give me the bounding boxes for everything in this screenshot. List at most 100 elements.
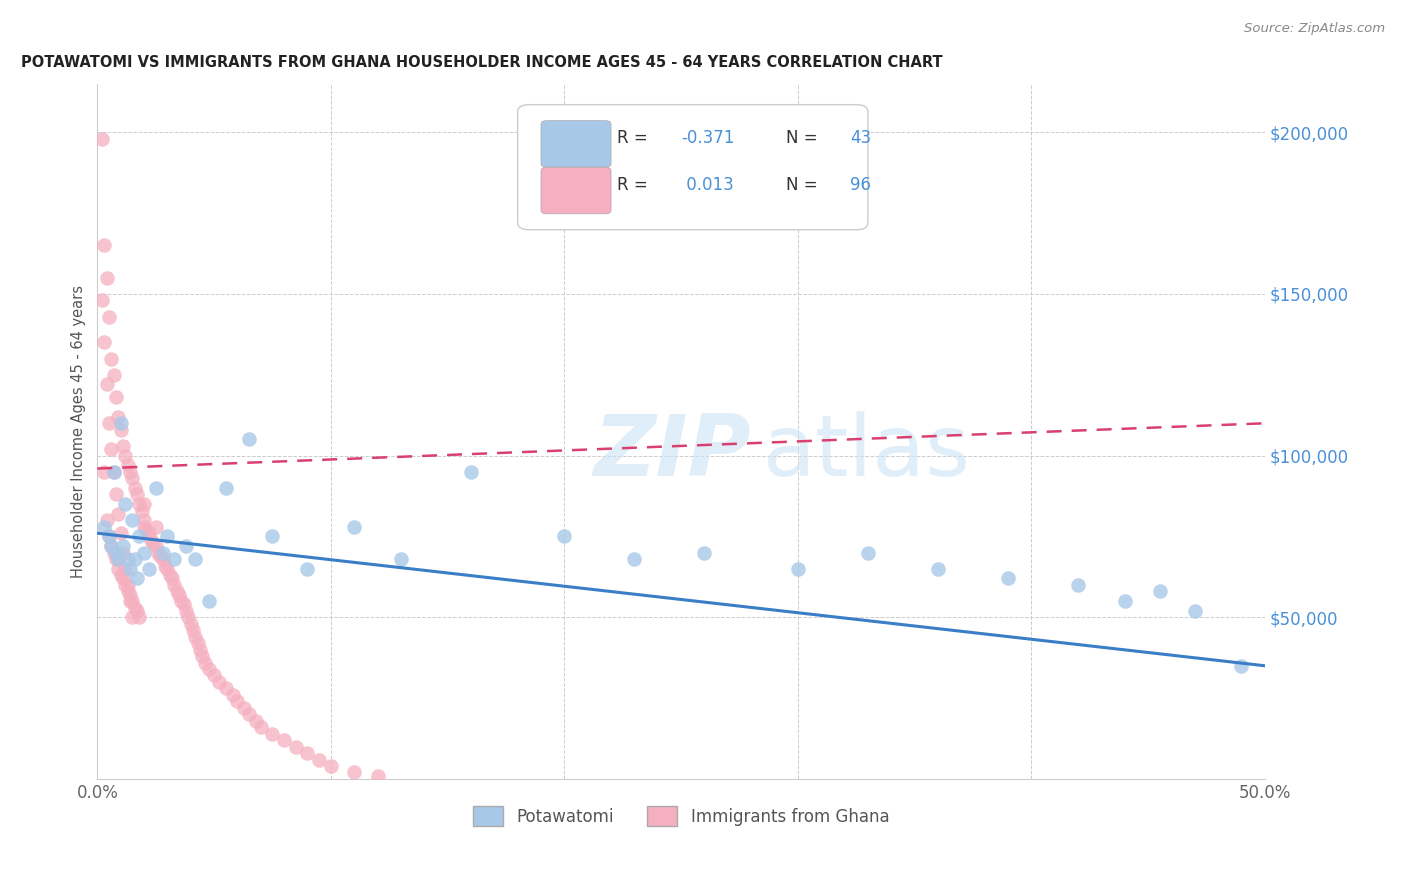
Point (152, 552, 174, 566)
Text: 0.013: 0.013 (681, 176, 734, 194)
Point (177, 610, 200, 624)
Point (198, 594, 221, 608)
Point (93, 520, 115, 534)
Point (233, 700, 256, 714)
Point (117, 552, 139, 566)
Point (105, 487, 128, 501)
Point (118, 594, 141, 608)
Point (124, 481, 146, 495)
Point (927, 562, 949, 576)
Point (297, 562, 319, 576)
Point (132, 497, 155, 511)
Point (125, 572, 148, 586)
Point (188, 642, 211, 657)
Point (149, 549, 172, 563)
Point (202, 668, 225, 682)
Point (181, 623, 204, 637)
Point (167, 588, 190, 602)
Point (110, 417, 132, 431)
Point (121, 594, 143, 608)
Point (1149, 584, 1171, 599)
Point (693, 546, 716, 560)
Point (128, 497, 150, 511)
Point (107, 562, 129, 576)
Point (145, 520, 167, 534)
Point (170, 594, 193, 608)
Text: 43: 43 (851, 129, 872, 147)
Point (215, 481, 238, 495)
Point (105, 391, 128, 405)
Point (142, 536, 165, 550)
Point (132, 546, 155, 560)
Point (460, 465, 482, 479)
Point (145, 539, 167, 553)
Point (160, 572, 183, 586)
Point (114, 497, 136, 511)
Point (163, 552, 186, 566)
Point (238, 707, 260, 722)
Point (146, 546, 169, 560)
FancyBboxPatch shape (517, 104, 868, 230)
Point (174, 539, 197, 553)
Text: -0.371: -0.371 (681, 129, 734, 147)
FancyBboxPatch shape (541, 167, 612, 214)
Point (132, 513, 155, 527)
Point (367, 769, 389, 783)
Point (91, 293, 114, 308)
Point (112, 546, 135, 560)
Point (117, 584, 139, 599)
Point (112, 439, 135, 453)
Point (121, 513, 143, 527)
Point (139, 533, 162, 547)
Point (184, 552, 207, 566)
Point (1230, 658, 1253, 673)
Point (114, 449, 136, 463)
Point (262, 726, 284, 740)
Point (215, 681, 238, 696)
Point (249, 720, 271, 734)
FancyBboxPatch shape (541, 120, 612, 167)
Point (117, 578, 139, 592)
Point (114, 562, 136, 576)
Point (128, 610, 150, 624)
Point (124, 600, 146, 615)
Point (103, 465, 125, 479)
Point (553, 529, 575, 543)
Point (107, 507, 129, 521)
Point (112, 572, 135, 586)
Point (194, 656, 217, 670)
Point (623, 552, 645, 566)
Point (1184, 604, 1206, 618)
Point (156, 562, 179, 576)
Point (110, 526, 132, 541)
Point (112, 539, 135, 553)
Point (152, 546, 174, 560)
Point (93, 465, 115, 479)
Point (180, 616, 202, 631)
Text: Source: ZipAtlas.com: Source: ZipAtlas.com (1244, 22, 1385, 36)
Point (103, 465, 125, 479)
Text: ZIP: ZIP (593, 410, 751, 493)
Point (98, 529, 121, 543)
Point (118, 588, 141, 602)
Point (174, 604, 197, 618)
Point (238, 433, 260, 447)
Point (319, 759, 342, 773)
Point (138, 526, 160, 541)
Legend: Potawatomi, Immigrants from Ghana: Potawatomi, Immigrants from Ghana (467, 799, 896, 833)
Point (107, 552, 129, 566)
Point (118, 562, 141, 576)
Point (1114, 594, 1136, 608)
Point (138, 562, 160, 576)
Point (222, 688, 245, 702)
Point (145, 481, 167, 495)
Point (96, 513, 118, 527)
Point (98, 310, 121, 324)
Point (208, 674, 231, 689)
Point (103, 368, 125, 382)
Point (166, 584, 188, 599)
Point (100, 539, 122, 553)
Point (184, 630, 207, 644)
Point (153, 558, 176, 573)
Point (135, 523, 157, 537)
